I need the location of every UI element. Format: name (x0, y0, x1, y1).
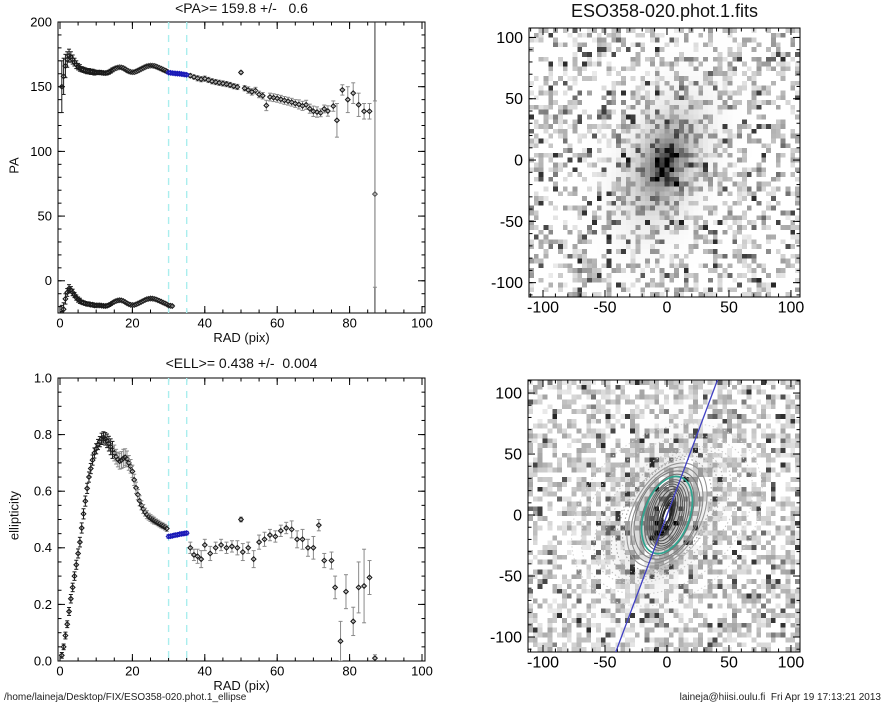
svg-text:0: 0 (663, 299, 672, 316)
svg-text:0.0: 0.0 (34, 653, 52, 668)
svg-text:50: 50 (720, 299, 738, 316)
svg-text:40: 40 (198, 664, 212, 679)
svg-text:50: 50 (504, 446, 522, 463)
svg-text:100: 100 (496, 30, 523, 47)
contour-noise-image (528, 380, 800, 652)
fits-image-title: ESO358-020.phot.1.fits (570, 1, 759, 21)
svg-text:40: 40 (198, 316, 212, 331)
svg-text:200: 200 (30, 14, 52, 29)
ell-xlabel: RAD (pix) (213, 678, 270, 693)
pa-plot-title: <PA>= 159.8 +/- 0.6 (175, 0, 308, 16)
svg-text:50: 50 (38, 209, 52, 224)
fits-noise-image (529, 28, 800, 297)
svg-text:100: 100 (411, 316, 433, 331)
svg-text:50: 50 (505, 91, 523, 108)
svg-text:20: 20 (125, 664, 139, 679)
svg-text:-50: -50 (593, 299, 616, 316)
svg-text:80: 80 (342, 664, 356, 679)
ell-plot-title: <ELL>= 0.438 +/- 0.004 (165, 355, 318, 371)
svg-text:0.8: 0.8 (34, 427, 52, 442)
svg-text:-100: -100 (490, 629, 522, 646)
svg-text:0: 0 (45, 273, 52, 288)
svg-text:0.6: 0.6 (34, 484, 52, 499)
svg-text:0: 0 (663, 654, 672, 671)
svg-text:-100: -100 (527, 654, 559, 671)
svg-text:-100: -100 (491, 275, 523, 292)
pa-plot-canvas: 0 20 40 60 80 100 0 50 100 150 200 (30, 14, 433, 331)
ell-ylabel: ellipticity (6, 490, 22, 541)
svg-text:0: 0 (514, 152, 523, 169)
svg-text:-100: -100 (527, 299, 559, 316)
svg-text:150: 150 (30, 79, 52, 94)
fits-image-axes: -100 -50 0 50 100 -100 -50 0 50 100 (491, 27, 805, 316)
svg-text:0: 0 (513, 507, 522, 524)
svg-text:0: 0 (56, 664, 63, 679)
svg-text:100: 100 (778, 299, 805, 316)
svg-text:1.0: 1.0 (34, 370, 52, 385)
svg-text:0.4: 0.4 (34, 540, 52, 555)
svg-text:20: 20 (125, 316, 139, 331)
svg-text:60: 60 (270, 664, 284, 679)
svg-text:-50: -50 (500, 214, 523, 231)
svg-text:0.2: 0.2 (34, 597, 52, 612)
ell-plot-canvas: 0 20 40 60 80 100 0.0 0.2 0.4 0.6 0.8 1.0 (34, 370, 433, 679)
svg-text:100: 100 (411, 664, 433, 679)
footer-file-path: /home/laineja/Desktop/FIX/ESO358-020.pho… (4, 692, 247, 703)
svg-text:100: 100 (778, 654, 805, 671)
svg-text:60: 60 (270, 316, 284, 331)
svg-text:100: 100 (495, 385, 522, 402)
svg-text:0: 0 (56, 316, 63, 331)
svg-text:100: 100 (30, 144, 52, 159)
pa-ylabel: PA (6, 157, 22, 174)
footer-user-timestamp: laineja@hiisi.oulu.fi Fri Apr 19 17:13:2… (679, 692, 881, 703)
svg-text:50: 50 (720, 654, 738, 671)
svg-text:-50: -50 (593, 654, 616, 671)
pa-xlabel: RAD (pix) (213, 330, 270, 345)
contour-image-axes: -100 -50 0 50 100 -100 -50 0 50 100 (490, 379, 805, 671)
svg-text:-50: -50 (499, 568, 522, 585)
svg-text:80: 80 (342, 316, 356, 331)
